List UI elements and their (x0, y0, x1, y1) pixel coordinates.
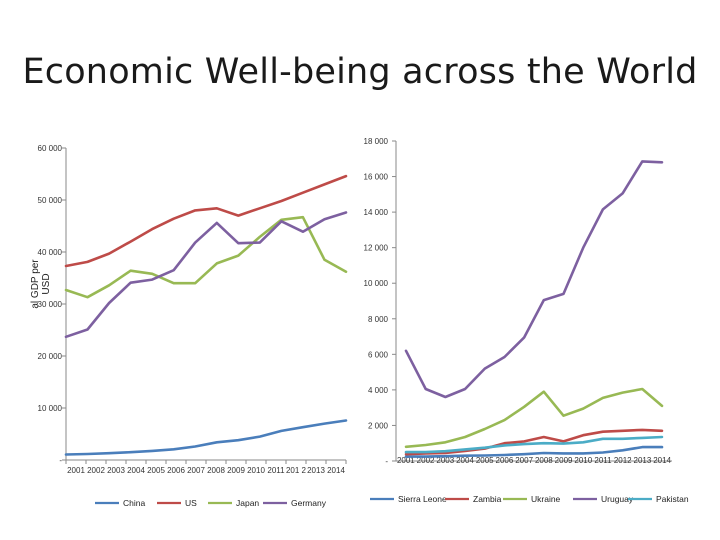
right-series-line-sierra-leone (404, 445, 664, 458)
right-y-tick-label: 10 000 (364, 279, 389, 288)
left-x-tick-label: 2003 (107, 466, 125, 475)
left-x-tick-label: 201 2 (286, 466, 307, 475)
left-legend-label: China (123, 498, 145, 508)
y-axis-label: al GDP perUSD (30, 259, 52, 309)
left-x-tick-label: 2008 (207, 466, 225, 475)
left-y-tick-label: 10 000 (38, 404, 63, 413)
right-y-tick-label: 6 000 (368, 350, 389, 359)
left-x-tick-label: 2002 (87, 466, 105, 475)
chart-gdp-developing-economies: - 2 000 4 000 6 000 8 000 10 000 12 000 14 000 1… (364, 137, 689, 504)
right-series-line-zambia (404, 428, 664, 456)
right-x-tick-label: 2004 (456, 456, 474, 465)
left-x-tick-label: 2009 (227, 466, 245, 475)
right-y-tick-label: 18 000 (364, 137, 389, 146)
left-x-tick-label: 2010 (247, 466, 265, 475)
left-legend-label: Japan (236, 498, 259, 508)
left-x-tick-label: 2014 (327, 466, 345, 475)
left-y-tick-label: 60 000 (38, 144, 63, 153)
right-x-tick-label: 2003 (436, 456, 454, 465)
left-x-tick-label: 2011 (267, 466, 285, 475)
left-legend-label: US (185, 498, 197, 508)
right-legend-label: Sierra Leone (398, 494, 447, 504)
right-x-tick-label: 2005 (476, 456, 494, 465)
left-x-tick-label: 2006 (167, 466, 185, 475)
left-x-tick-label: 2013 (307, 466, 325, 475)
right-x-tick-label: 2006 (496, 456, 514, 465)
left-y-tick-label: 50 000 (38, 196, 63, 205)
left-y-tick-label: 40 000 (38, 248, 63, 257)
right-x-tick-label: 2001 (397, 456, 415, 465)
left-series-line-china (64, 419, 348, 456)
right-series-line-pakistan (404, 435, 664, 454)
left-x-tick-label: 2005 (147, 466, 165, 475)
right-x-tick-label: 2008 (535, 456, 553, 465)
right-x-tick-label: 2010 (574, 456, 592, 465)
right-x-tick-label: 2013 (634, 456, 652, 465)
left-x-tick-label: 2004 (127, 466, 145, 475)
right-y-tick-label: 16 000 (364, 173, 389, 182)
right-x-tick-label: 2014 (653, 456, 671, 465)
right-series-line-ukraine (404, 387, 664, 449)
right-y-tick-label: 4 000 (368, 386, 389, 395)
right-y-tick-label: 2 000 (368, 421, 389, 430)
right-legend-label: Pakistan (656, 494, 689, 504)
right-legend-label: Zambia (473, 494, 502, 504)
left-legend-label: Germany (291, 498, 327, 508)
right-legend-label: Ukraine (531, 494, 561, 504)
right-y-tick-label: 8 000 (368, 315, 389, 324)
right-series-line-uruguay (404, 160, 664, 399)
left-series-line-japan (64, 215, 348, 299)
right-legend-label: Uruguay (601, 494, 634, 504)
chart-gdp-major-economies: - 10 000 20 000 30 000 40 000 50 000 60 000 200… (30, 144, 348, 508)
left-y-tick-label: - (59, 456, 62, 465)
right-y-tick-label: 14 000 (364, 208, 389, 217)
left-y-tick-label: 30 000 (38, 300, 63, 309)
right-x-tick-label: 2011 (594, 456, 612, 465)
left-series-line-us (64, 174, 348, 268)
left-x-tick-label: 2001 (67, 466, 85, 475)
left-series-line-germany (64, 211, 348, 339)
slide-title: Economic Well-being across the World (22, 52, 698, 92)
left-x-tick-label: 2007 (187, 466, 205, 475)
right-x-tick-label: 2009 (555, 456, 573, 465)
right-y-tick-label: - (385, 457, 388, 466)
left-y-tick-label: 20 000 (38, 352, 63, 361)
right-y-tick-label: 12 000 (364, 244, 389, 253)
right-x-tick-label: 2007 (515, 456, 533, 465)
right-x-tick-label: 2012 (614, 456, 632, 465)
right-x-tick-label: 2002 (417, 456, 435, 465)
